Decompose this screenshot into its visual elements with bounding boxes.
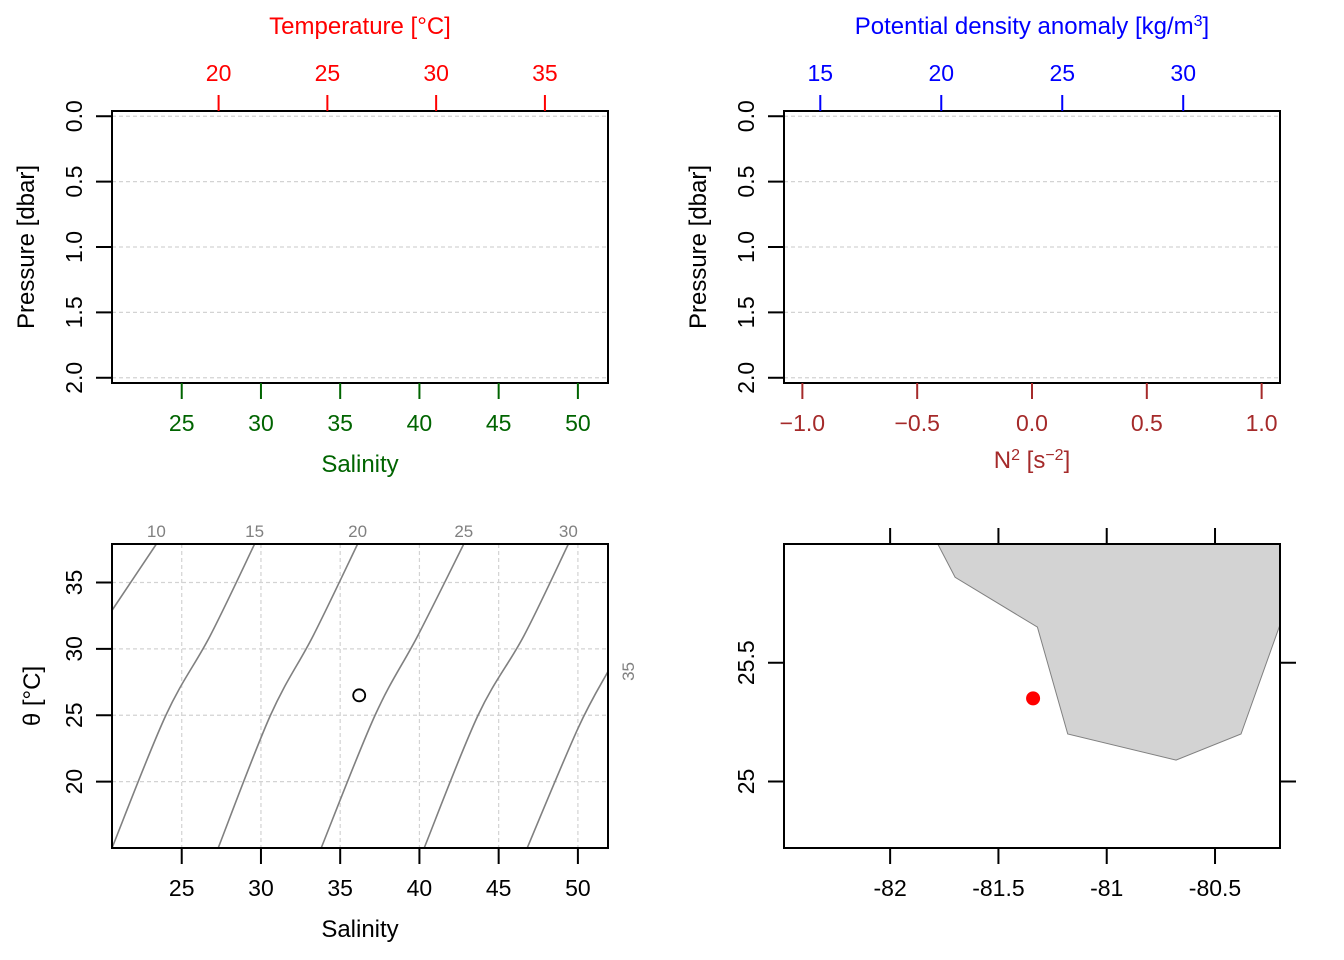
p1-temperature-axis: 20 25 30 35 [206, 60, 558, 111]
bottom-tick-label-0: 25 [169, 875, 195, 901]
left-tick-label-1: 25 [61, 702, 87, 728]
p1-salinity-axis: 25 30 35 40 45 50 [169, 383, 591, 436]
bottom-tick-label-1: 30 [248, 875, 274, 901]
density-contour-10 [112, 544, 158, 611]
p3-frame [111, 543, 609, 849]
left-tick-label-2: 1.0 [733, 231, 759, 263]
bottom-tick-label-1: 30 [248, 410, 274, 436]
map-lon-label-2: -81 [1090, 875, 1123, 901]
density-contour-20 [217, 544, 359, 848]
panel-ts-diagram: 10 15 20 25 30 35 25 30 35 40 45 50 20 25 30 35 Salin… [19, 522, 638, 943]
p1-y-axis-title: Pressure [dbar] [13, 165, 40, 329]
p1-top-axis-title: Temperature [°C] [269, 13, 451, 40]
panel-temperature-salinity-profile: 20 25 30 35 25 30 35 40 45 50 0.0 0.5 1.0 1.5 2.0 Te… [13, 13, 609, 478]
p3-contour-labels: 10 15 20 25 30 35 [147, 522, 638, 681]
p2-density-axis: 15 20 25 30 [807, 60, 1196, 111]
p3-points [352, 688, 367, 703]
p1-pressure-axis: 0.0 0.5 1.0 1.5 2.0 [61, 100, 112, 394]
left-tick-label-0: 0.0 [61, 100, 87, 132]
left-tick-label-1: 0.5 [61, 166, 87, 198]
top-tick-label-2: 25 [1049, 60, 1075, 86]
map-lon-label-1: -81.5 [972, 875, 1024, 901]
bottom-tick-label-3: 40 [407, 875, 433, 901]
p3-grid [112, 544, 608, 848]
left-tick-label-3: 35 [61, 570, 87, 596]
bottom-tick-label-4: 45 [486, 410, 512, 436]
map-lat-label-1: 25.5 [733, 640, 759, 685]
p3-theta-axis: 20 25 30 35 [61, 570, 112, 795]
top-tick-label-1: 20 [928, 60, 954, 86]
panel-station-map: -82 -81.5 -81 -80.5 25 25.5 [733, 528, 1296, 901]
p3-x-axis-title: Salinity [321, 916, 398, 943]
ts-point-0 [352, 688, 367, 703]
bottom-tick-label-5: 50 [565, 875, 591, 901]
density-contour-label-30: 30 [559, 522, 578, 541]
left-tick-label-1: 0.5 [733, 166, 759, 198]
land-polygon [937, 544, 1280, 761]
left-tick-label-2: 1.0 [61, 231, 87, 263]
density-contour-label-15: 15 [245, 522, 264, 541]
p4-axes: -82 -81.5 -81 -80.5 25 25.5 [733, 528, 1296, 901]
bottom-tick-label-0: −1.0 [780, 410, 825, 436]
bottom-tick-label-2: 0.0 [1016, 410, 1048, 436]
p2-y-axis-title: Pressure [dbar] [685, 165, 712, 329]
density-contour-label-25: 25 [454, 522, 473, 541]
p2-bottom-axis-title: N2 [s−2] [994, 447, 1071, 475]
p1-bottom-axis-title: Salinity [321, 451, 398, 478]
left-tick-label-0: 20 [61, 769, 87, 795]
bottom-tick-label-3: 40 [407, 410, 433, 436]
left-tick-label-3: 1.5 [733, 296, 759, 328]
p3-y-axis-title: θ [°C] [19, 666, 46, 726]
bottom-tick-label-4: 45 [486, 875, 512, 901]
p4-frame [783, 543, 1281, 849]
bottom-tick-label-5: 50 [565, 410, 591, 436]
map-lon-label-0: -82 [874, 875, 907, 901]
map-lat-label-0: 25 [733, 769, 759, 795]
map-lon-label-3: -80.5 [1189, 875, 1241, 901]
p3-salinity-axis: 25 30 35 40 45 50 [169, 848, 591, 901]
top-tick-label-0: 15 [807, 60, 833, 86]
p4-station [1026, 691, 1041, 706]
top-tick-label-3: 30 [1170, 60, 1196, 86]
p2-n2-axis: −1.0 −0.5 0.0 0.5 1.0 [780, 383, 1278, 436]
left-tick-label-4: 2.0 [733, 362, 759, 394]
density-contour-label-10: 10 [147, 522, 166, 541]
p3-density-contours [112, 544, 608, 848]
p2-pressure-axis: 0.0 0.5 1.0 1.5 2.0 [733, 100, 784, 394]
bottom-tick-label-4: 1.0 [1246, 410, 1278, 436]
left-tick-label-4: 2.0 [61, 362, 87, 394]
bottom-tick-label-2: 35 [327, 410, 353, 436]
density-contour-15 [112, 544, 256, 848]
density-contour-label-20: 20 [348, 522, 367, 541]
station-marker [1026, 691, 1041, 706]
top-tick-label-1: 25 [315, 60, 341, 86]
density-contour-30 [423, 544, 570, 848]
left-tick-label-2: 30 [61, 636, 87, 662]
top-tick-label-3: 35 [532, 60, 558, 86]
bottom-tick-label-3: 0.5 [1131, 410, 1163, 436]
bottom-tick-label-0: 25 [169, 410, 195, 436]
density-contour-label-35: 35 [619, 662, 638, 681]
panel-density-n2-profile: 15 20 25 30 −1.0 −0.5 0.0 0.5 1.0 0.0 0.5 1.0 1.5 2… [685, 13, 1281, 475]
p2-top-axis-title: Potential density anomaly [kg/m3] [855, 13, 1209, 41]
p2-grid [784, 115, 1280, 379]
left-tick-label-0: 0.0 [733, 100, 759, 132]
left-tick-label-3: 1.5 [61, 296, 87, 328]
top-tick-label-0: 20 [206, 60, 232, 86]
bottom-tick-label-2: 35 [327, 875, 353, 901]
p4-land [937, 544, 1280, 761]
p1-grid [112, 115, 608, 379]
density-contour-35 [526, 671, 608, 848]
bottom-tick-label-1: −0.5 [894, 410, 939, 436]
density-contour-25 [320, 544, 465, 848]
top-tick-label-2: 30 [423, 60, 449, 86]
